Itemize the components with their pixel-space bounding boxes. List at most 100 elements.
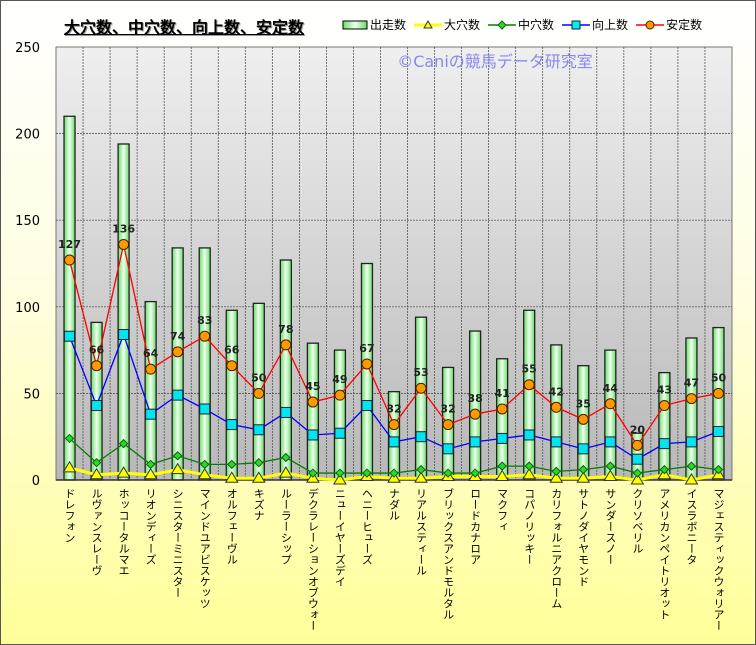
bar [523, 309, 536, 481]
x-tick-label: クリソベリル [631, 488, 644, 554]
marker-circle [334, 389, 346, 401]
marker-diamond [389, 468, 399, 478]
marker-circle [361, 358, 373, 370]
marker-square [685, 436, 697, 448]
data-label: 38 [467, 392, 482, 405]
bar [604, 349, 617, 481]
marker-diamond [578, 464, 588, 475]
x-tick-label: リオンディーズ [144, 488, 157, 565]
y-tick-label: 100 [15, 301, 40, 316]
marker-triangle [576, 471, 591, 483]
data-label: 50 [251, 371, 267, 384]
marker-circle [550, 401, 562, 413]
marker-diamond [308, 468, 318, 478]
marker-diamond [281, 452, 291, 463]
marker-circle [199, 330, 211, 342]
data-label: 66 [89, 344, 105, 357]
marker-triangle [278, 466, 293, 478]
bar [333, 349, 347, 481]
x-tick-label: マジェスティックウォリアー [712, 488, 725, 631]
x-tick-label: リアルスティール [415, 488, 428, 576]
marker-diamond [551, 466, 561, 477]
legend-item: 安定数 [636, 16, 702, 33]
x-tick-label: ルーラーシップ [279, 488, 292, 565]
marker-triangle [143, 467, 158, 480]
bar [171, 247, 184, 481]
data-label: 47 [684, 377, 699, 390]
marker-circle [388, 419, 400, 431]
data-label: 43 [657, 384, 672, 397]
marker-triangle [333, 473, 347, 485]
bar [712, 326, 725, 481]
data-label: 136 [112, 222, 135, 235]
marker-diamond [200, 459, 210, 470]
marker-circle [307, 396, 319, 408]
marker-square [64, 330, 76, 342]
legend-swatch [342, 20, 368, 29]
bar [468, 330, 482, 481]
marker-diamond [362, 468, 372, 478]
marker-square [91, 400, 103, 412]
marker-triangle [116, 466, 131, 478]
marker-square [550, 436, 562, 448]
marker-square [415, 431, 427, 443]
marker-circle [91, 360, 103, 372]
legend-item: 向上数 [562, 16, 628, 33]
x-tick-label: キズナ [252, 488, 265, 521]
marker-square [631, 453, 643, 465]
data-label: 49 [332, 373, 347, 386]
marker-square [604, 436, 616, 448]
marker-square [712, 426, 724, 438]
marker-triangle [549, 471, 564, 483]
marker-diamond [713, 464, 724, 475]
legend-label: 出走数 [370, 18, 407, 32]
marker-square [280, 406, 292, 418]
data-label: 35 [576, 397, 591, 410]
data-label: 64 [143, 347, 159, 360]
marker-circle [631, 439, 643, 451]
y-tick-label: 50 [23, 387, 40, 402]
marker-circle [604, 398, 616, 410]
x-tick-label: カリフォルニアクローム [550, 488, 563, 609]
marker-circle [712, 387, 724, 399]
data-label: 55 [522, 363, 537, 376]
data-label: 74 [170, 330, 186, 343]
marker-triangle [522, 467, 537, 480]
marker-circle [523, 379, 535, 391]
data-label: 67 [359, 342, 374, 355]
bar [279, 259, 292, 481]
marker-triangle [62, 460, 77, 473]
marker-circle [658, 400, 670, 412]
marker-triangle [224, 471, 239, 483]
x-tick-label: イスラボニータ [685, 488, 698, 565]
x-tick-label: ブリックスアンドモルタル [442, 487, 455, 620]
marker-diamond [605, 461, 616, 471]
x-tick-label: ヘニーヒューズ [360, 488, 373, 565]
marker-square [361, 400, 373, 412]
marker-circle [172, 346, 184, 358]
watermark: ©Caniの競馬データ研究室 [397, 52, 593, 71]
marker-diamond [118, 438, 129, 449]
data-label: 42 [549, 385, 564, 398]
marker-diamond [470, 468, 480, 478]
y-tick-label: 150 [15, 214, 40, 229]
marker-circle [64, 254, 76, 266]
marker-diamond [686, 461, 697, 471]
marker-square [307, 429, 319, 441]
x-tick-label: ドレフォン [63, 488, 76, 543]
legend-swatch [414, 19, 443, 28]
x-tick-label: オルフェーヴル [225, 488, 238, 565]
y-tick-label: 0 [32, 474, 40, 489]
marker-square [658, 438, 670, 450]
data-label: 50 [711, 371, 727, 384]
marker-square [172, 389, 184, 401]
data-label: 78 [278, 323, 293, 336]
legend-swatch [562, 20, 591, 29]
marker-diamond [416, 464, 426, 475]
bar [144, 300, 157, 481]
x-tick-label: サトノダイヤモンド [577, 488, 590, 587]
marker-circle [253, 387, 265, 399]
marker-diamond [443, 468, 453, 478]
data-label: 32 [440, 403, 455, 416]
x-tick-label: ナダル [388, 488, 401, 521]
